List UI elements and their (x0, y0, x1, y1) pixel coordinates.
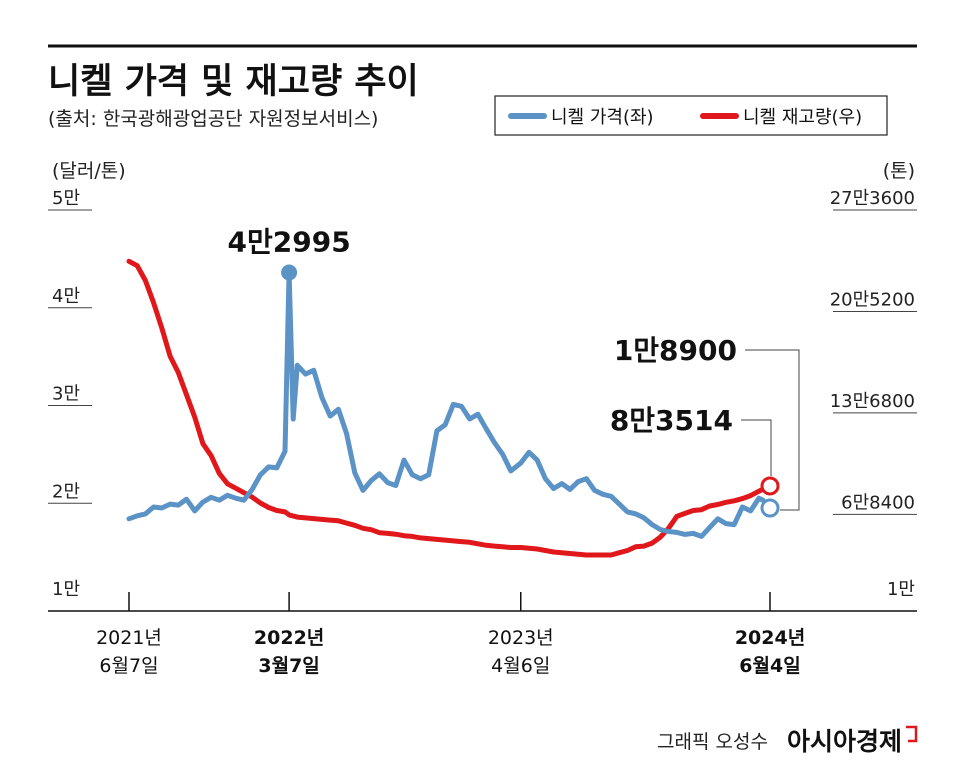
x-tick-date: 3월7일 (258, 655, 319, 677)
left-axis-ticks: 5만 4만 3만 2만 1만 (48, 188, 92, 600)
left-tick-label: 5만 (52, 188, 80, 209)
stock-end-marker (760, 476, 780, 496)
legend-box (494, 95, 888, 136)
right-tick-label: 6만8400 (841, 492, 915, 513)
peak-point-marker (281, 264, 298, 281)
right-axis-ticks: 27만3600 20만5200 13만6800 6만8400 1만 (830, 188, 917, 600)
x-tick-year: 2024년 (735, 627, 805, 649)
legend-label-stock: 니켈 재고량(우) (743, 107, 862, 128)
legend: 니켈 가격(좌) 니켈 재고량(우) (494, 95, 888, 136)
left-tick-label: 3만 (52, 384, 80, 405)
right-axis-unit: (톤) (883, 160, 915, 182)
peak-price-label: 4만2995 (228, 225, 351, 258)
credit-graphic: 그래픽 오성수 (657, 731, 768, 753)
x-tick-date: 4월6일 (491, 655, 550, 677)
right-tick-label: 13만6800 (830, 391, 915, 412)
chart-subtitle: (출처: 한국광해광업공단 자원정보서비스) (48, 108, 378, 130)
series-layer (126, 258, 773, 558)
price-end-leader (745, 349, 800, 511)
series-line-stock (126, 258, 773, 558)
left-tick-label: 2만 (52, 481, 80, 502)
price-end-label: 1만8900 (614, 334, 737, 367)
x-tick-date: 6월7일 (99, 655, 158, 677)
left-tick-label: 1만 (52, 579, 80, 600)
price-end-marker (760, 498, 780, 518)
x-axis-ticks: 2021년 6월7일 2022년 3월7일 2023년 4월6일 2024년 6월4일 (96, 592, 805, 677)
left-axis-unit: (달러/톤) (52, 160, 126, 182)
left-tick-label: 4만 (52, 286, 80, 307)
credit-brand: 아시아경제 (787, 727, 902, 756)
x-tick-date: 6월4일 (739, 655, 800, 677)
chart-title: 니켈 가격 및 재고량 추이 (48, 62, 419, 102)
brand-mark-icon (906, 725, 918, 743)
annotation-layer: 4만2995 1만8900 8만3514 (228, 225, 800, 518)
stock-end-leader (741, 419, 772, 476)
right-tick-label: 27만3600 (830, 188, 915, 209)
right-tick-label: 20만5200 (830, 289, 915, 310)
x-tick-year: 2023년 (488, 627, 554, 649)
right-tick-label: 1만 (887, 579, 915, 600)
series-line-price (126, 270, 773, 539)
legend-label-price: 니켈 가격(좌) (551, 107, 654, 128)
x-tick-year: 2021년 (96, 627, 162, 649)
stock-end-label: 8만3514 (610, 404, 733, 437)
x-tick-year: 2022년 (254, 627, 324, 649)
